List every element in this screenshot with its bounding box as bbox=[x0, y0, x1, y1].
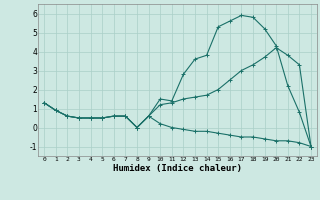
X-axis label: Humidex (Indice chaleur): Humidex (Indice chaleur) bbox=[113, 164, 242, 173]
